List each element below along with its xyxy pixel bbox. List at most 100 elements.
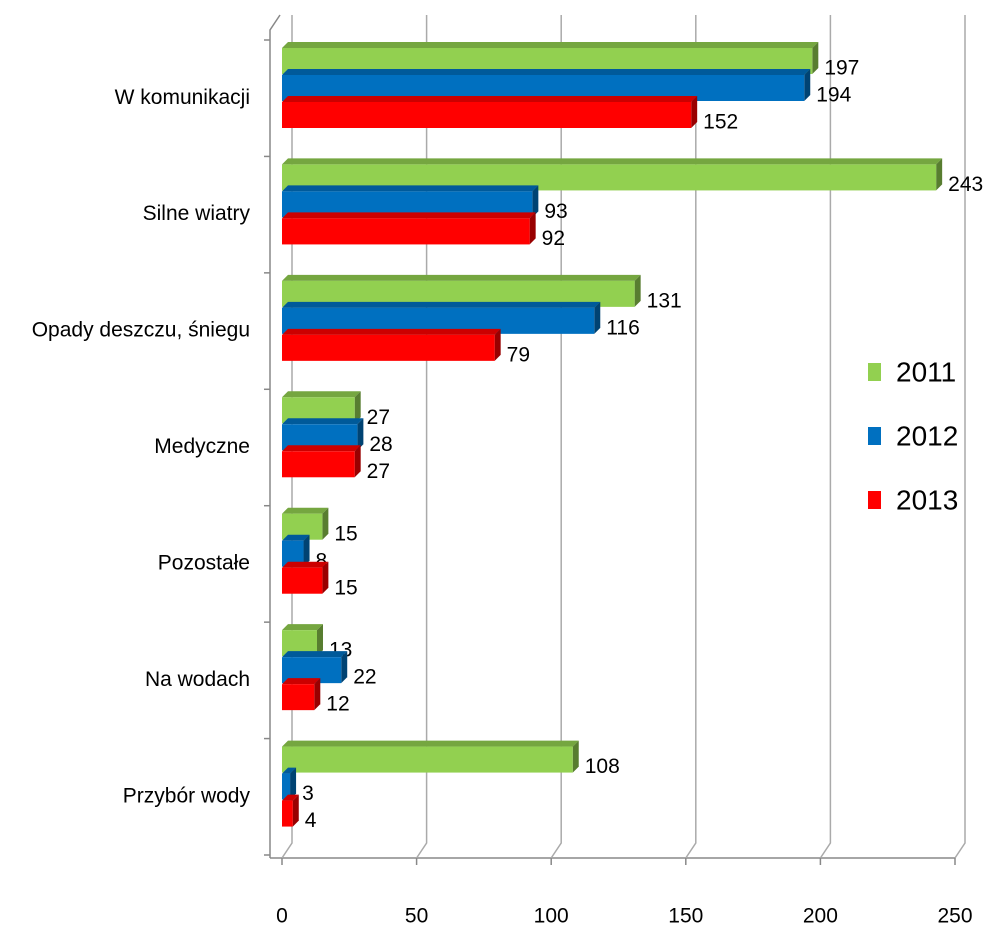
bar-face	[314, 678, 321, 711]
data-label: 116	[606, 316, 639, 339]
y-tick-label: Przybór wody	[123, 784, 251, 807]
bar-face	[282, 445, 361, 452]
bar-face	[282, 773, 291, 800]
y-tick-label: W komunikacji	[115, 86, 250, 109]
x-tick-label: 0	[276, 905, 288, 928]
y-tick-label: Opady deszczu, śniegu	[32, 319, 250, 342]
bar-face	[357, 418, 364, 451]
data-label: 27	[367, 406, 390, 429]
data-label: 27	[367, 460, 390, 483]
bar-face	[572, 740, 579, 773]
bar-face	[354, 391, 361, 424]
x-tick-label: 50	[405, 905, 428, 928]
bar-face	[282, 334, 495, 361]
x-tick-label: 200	[803, 905, 838, 928]
legend-swatch	[868, 491, 881, 509]
x-tick-label: 150	[668, 905, 703, 928]
data-label: 197	[824, 57, 859, 80]
grid-line	[415, 15, 428, 859]
bar	[282, 328, 501, 361]
bar	[282, 651, 348, 684]
bar-face	[322, 561, 329, 594]
data-label: 79	[507, 343, 530, 366]
bar-face	[282, 185, 539, 192]
data-label: 12	[326, 693, 349, 716]
grid-line	[550, 15, 562, 859]
bar-face	[282, 274, 641, 281]
bar-face	[282, 218, 530, 245]
bar	[282, 561, 329, 594]
x-tick-label: 250	[937, 905, 972, 928]
bar-face	[282, 158, 943, 165]
y-tick-label: Pozostałe	[158, 551, 250, 574]
bar	[282, 678, 321, 711]
data-label: 194	[816, 84, 851, 107]
data-label: 15	[334, 576, 357, 599]
bar	[282, 445, 361, 478]
bar-face	[594, 301, 601, 334]
bar-face	[354, 445, 361, 478]
data-label: 108	[585, 755, 620, 778]
bar-face	[316, 624, 323, 657]
bar-face	[532, 185, 539, 218]
bar-face	[634, 274, 641, 307]
legend-swatch	[868, 363, 881, 381]
x-tick-label: 100	[534, 905, 569, 928]
grid-line	[954, 15, 966, 859]
bar-face	[691, 96, 698, 128]
bar	[282, 767, 297, 800]
bar-face	[282, 624, 323, 631]
legend-label: 2012	[896, 420, 958, 451]
bar-face	[282, 102, 692, 128]
bar-face	[936, 158, 943, 191]
bar-face	[282, 540, 304, 567]
bar-face	[282, 507, 329, 514]
bar-face	[282, 800, 293, 827]
bar	[282, 96, 698, 128]
bar-face	[529, 212, 536, 245]
bar-face	[804, 69, 811, 101]
bar	[282, 794, 299, 827]
legend-swatch	[868, 427, 881, 445]
bar	[282, 740, 579, 773]
data-label: 243	[948, 173, 983, 196]
bar-face	[282, 746, 573, 773]
bar-face	[282, 301, 601, 308]
bar-face	[282, 391, 361, 398]
bar-face	[282, 212, 536, 219]
data-label: 3	[302, 782, 314, 805]
bar	[282, 212, 536, 245]
bar-face	[282, 678, 321, 685]
data-label: 131	[647, 289, 682, 312]
bar-face	[282, 767, 297, 774]
bar-face	[282, 561, 329, 568]
data-label: 22	[353, 666, 376, 689]
bar	[282, 534, 310, 567]
data-label: 28	[369, 433, 392, 456]
y-tick-label: Na wodach	[145, 668, 250, 691]
bar-face	[303, 534, 310, 567]
grid-line	[819, 15, 832, 859]
data-label: 92	[542, 227, 565, 250]
bar-face	[292, 794, 299, 827]
legend-label: 2011	[896, 356, 956, 387]
bar-face	[282, 794, 299, 801]
grid-line	[685, 15, 697, 859]
y-tick-label: Silne wiatry	[143, 202, 251, 225]
data-label: 15	[334, 522, 357, 545]
data-label: 152	[703, 111, 738, 134]
data-label: 93	[544, 200, 567, 223]
bar-face	[494, 328, 501, 361]
bar-face	[282, 96, 698, 102]
bar-face	[282, 451, 355, 478]
y-tick-label: Medyczne	[154, 435, 250, 458]
bar-face	[282, 567, 323, 594]
bar-face	[322, 507, 329, 540]
bar-face	[282, 534, 310, 541]
bar-face	[282, 69, 811, 75]
bar-face	[282, 328, 501, 335]
bar-face	[282, 42, 819, 48]
bar-face	[812, 42, 819, 74]
bar-face	[290, 767, 297, 800]
